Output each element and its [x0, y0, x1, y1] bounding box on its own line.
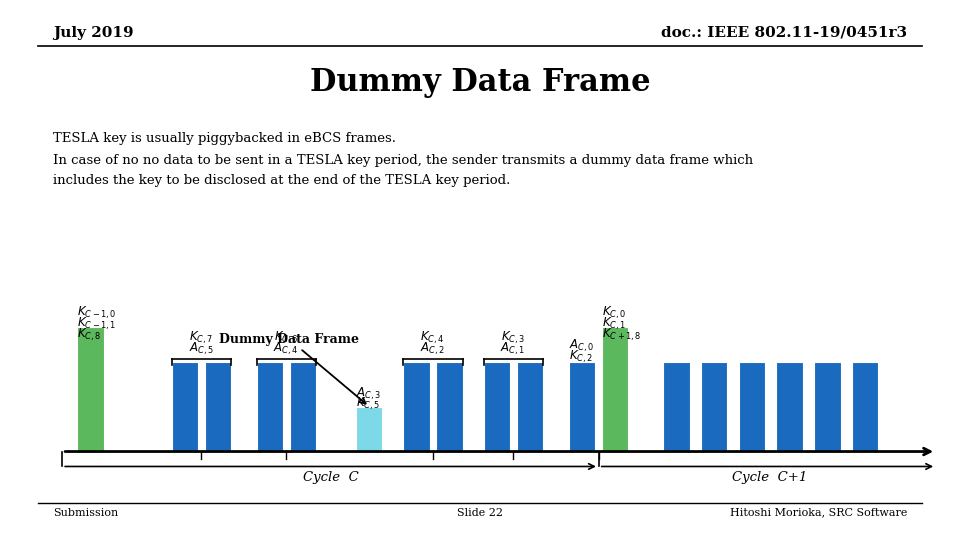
Text: In case of no no data to be sent in a TESLA key period, the sender transmits a d: In case of no no data to be sent in a TE… [53, 154, 753, 167]
Bar [484, 362, 510, 451]
Bar [602, 327, 628, 451]
Text: $K_{C,7}$: $K_{C,7}$ [189, 330, 213, 346]
Text: $A_{C,1}$: $A_{C,1}$ [500, 340, 525, 357]
Text: $A_{C,2}$: $A_{C,2}$ [420, 340, 445, 357]
Text: $A_{C,0}$: $A_{C,0}$ [568, 338, 594, 354]
Text: $K_{C,4}$: $K_{C,4}$ [420, 330, 444, 346]
Text: $K_{C-1,0}$: $K_{C-1,0}$ [78, 304, 117, 321]
Bar [777, 362, 803, 451]
Bar [204, 362, 231, 451]
Text: Slide 22: Slide 22 [457, 508, 503, 518]
Text: $K_{C-1,1}$: $K_{C-1,1}$ [78, 315, 117, 332]
Text: Cycle  C+1: Cycle C+1 [732, 471, 807, 484]
Bar [738, 362, 765, 451]
Text: Hitoshi Morioka, SRC Software: Hitoshi Morioka, SRC Software [730, 508, 907, 518]
Bar [172, 362, 199, 451]
Text: $K_{C,8}$: $K_{C,8}$ [78, 327, 102, 343]
Text: $K_{C,6}$: $K_{C,6}$ [274, 330, 299, 346]
Text: Dummy Data Frame: Dummy Data Frame [310, 68, 650, 98]
Bar [516, 362, 543, 451]
Text: $K_{C,5}$: $K_{C,5}$ [356, 396, 380, 412]
Text: Submission: Submission [53, 508, 118, 518]
Bar [852, 362, 878, 451]
Text: $A_{C,3}$: $A_{C,3}$ [356, 385, 381, 402]
Text: $K_{C,1}$: $K_{C,1}$ [602, 315, 626, 332]
Bar [290, 362, 317, 451]
Text: $A_{C,4}$: $A_{C,4}$ [274, 340, 299, 357]
Text: $K_{C,0}$: $K_{C,0}$ [602, 304, 626, 321]
Text: $K_{C+1,8}$: $K_{C+1,8}$ [602, 326, 641, 342]
Text: TESLA key is usually piggybacked in eBCS frames.: TESLA key is usually piggybacked in eBCS… [53, 132, 396, 145]
Text: $A_{C,5}$: $A_{C,5}$ [188, 340, 214, 357]
Bar [663, 362, 689, 451]
Bar [403, 362, 430, 451]
Text: Dummy Data Frame: Dummy Data Frame [219, 333, 366, 403]
Text: includes the key to be disclosed at the end of the TESLA key period.: includes the key to be disclosed at the … [53, 174, 510, 187]
Bar [437, 362, 463, 451]
Text: Cycle  C: Cycle C [302, 471, 358, 484]
Bar [78, 327, 104, 451]
Bar [257, 362, 283, 451]
Bar [701, 362, 728, 451]
Text: July 2019: July 2019 [53, 26, 133, 40]
Bar [568, 362, 595, 451]
Text: $K_{C,2}$: $K_{C,2}$ [568, 349, 592, 365]
Text: $K_{C,3}$: $K_{C,3}$ [501, 330, 525, 346]
Bar [814, 362, 841, 451]
Bar [356, 407, 382, 451]
Text: doc.: IEEE 802.11-19/0451r3: doc.: IEEE 802.11-19/0451r3 [661, 26, 907, 40]
